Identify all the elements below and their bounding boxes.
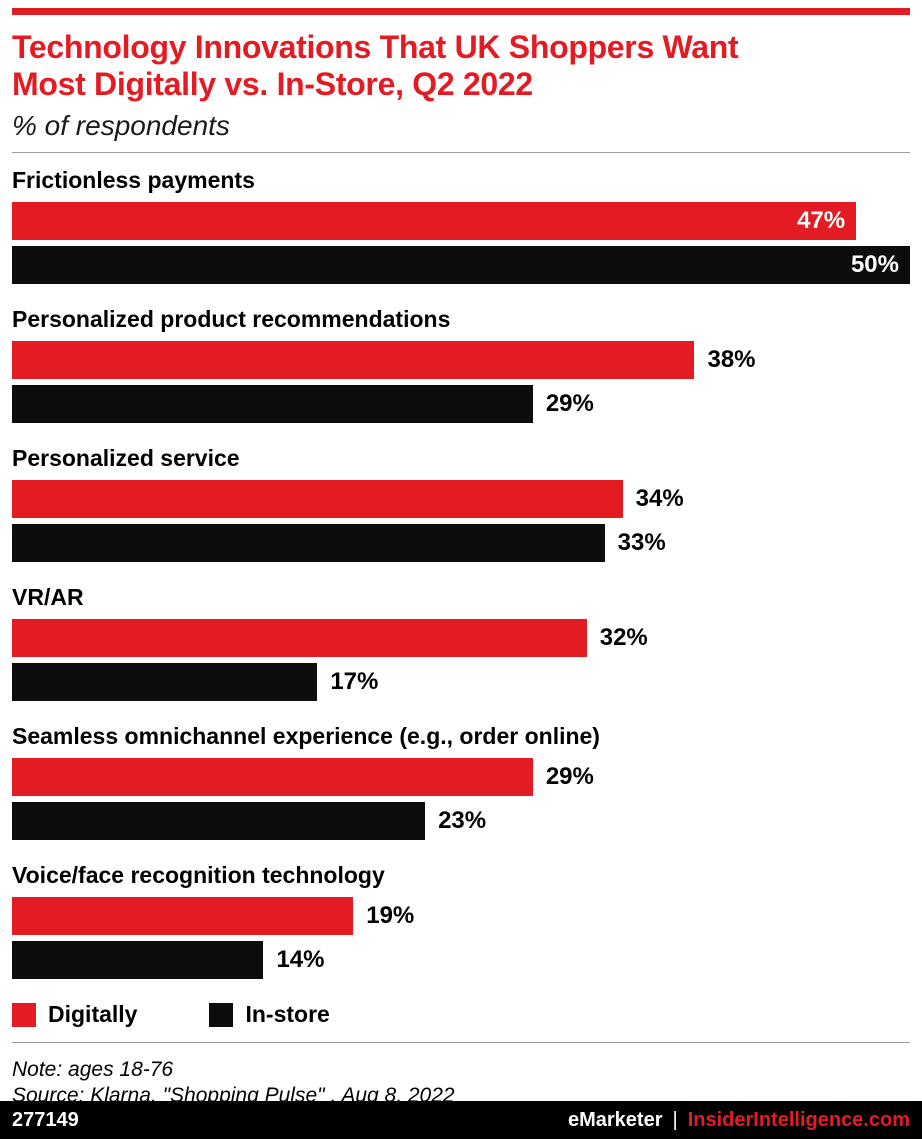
bar-instore: [12, 385, 533, 423]
chart-title: Technology Innovations That UK Shoppers …: [12, 29, 910, 103]
value-label: 47%: [797, 207, 846, 234]
footer-chart-id: 277149: [12, 1108, 79, 1131]
bar-digitally: [12, 341, 695, 379]
chart-group: Personalized product recommendations 38% 2…: [12, 306, 910, 423]
value-label: 23%: [438, 807, 487, 834]
category-label: Personalized service: [12, 445, 240, 471]
bar-instore: [12, 802, 426, 840]
chart-title-line-1: Technology Innovations That UK Shoppers …: [12, 29, 739, 65]
value-label: 32%: [599, 624, 648, 651]
footer-branding: eMarketer | InsiderIntelligence.com: [568, 1109, 910, 1132]
chart-page: Technology Innovations That UK Shoppers …: [12, 8, 910, 1107]
category-label: Frictionless payments: [12, 167, 255, 193]
bar-digitally: [12, 619, 587, 657]
bar-instore: [12, 524, 605, 562]
footer-brand: eMarketer: [567, 1108, 663, 1131]
bar-digitally: [12, 897, 354, 935]
legend-label: In-store: [245, 1001, 330, 1027]
bar-row: 14%: [12, 941, 910, 979]
value-label: 50%: [850, 251, 899, 278]
bar-row: 32%: [12, 619, 910, 657]
bar-row: 17%: [12, 663, 910, 701]
category-label: VR/AR: [12, 584, 84, 610]
bar-chart: Frictionless payments 47% 50% Personalized …: [12, 167, 910, 979]
footer-bar: 277149 eMarketer | InsiderIntelligence.c…: [0, 1101, 922, 1139]
bar-digitally: 47%: [12, 202, 857, 240]
chart-legend: Digitally In-store: [12, 1001, 910, 1028]
chart-group: Personalized service 34% 33%: [12, 445, 910, 562]
bar-instore: [12, 941, 264, 979]
value-label: 14%: [276, 946, 325, 973]
top-accent-bar: [12, 8, 910, 15]
bar-row: 34%: [12, 480, 910, 518]
chart-group: Frictionless payments 47% 50%: [12, 167, 910, 284]
value-label: 19%: [366, 902, 415, 929]
chart-subtitle: % of respondents: [12, 110, 230, 141]
footer-separator: |: [672, 1108, 678, 1131]
legend-swatch-digitally: [12, 1002, 36, 1027]
bar-instore: [12, 663, 318, 701]
bar-row: 38%: [12, 341, 910, 379]
bar-row: 23%: [12, 802, 910, 840]
bar-digitally: [12, 480, 623, 518]
value-label: 34%: [635, 485, 684, 512]
category-label: Personalized product recommendations: [12, 306, 451, 332]
bar-row: 33%: [12, 524, 910, 562]
notes-divider: [12, 1042, 910, 1043]
bar-instore: 50%: [12, 246, 910, 284]
category-label: Seamless omnichannel experience (e.g., o…: [12, 723, 600, 749]
value-label: 29%: [545, 763, 594, 790]
chart-group: Seamless omnichannel experience (e.g., o…: [12, 723, 910, 840]
legend-label: Digitally: [48, 1001, 138, 1027]
bar-row: 19%: [12, 897, 910, 935]
bar-row: 29%: [12, 385, 910, 423]
category-label: Voice/face recognition technology: [12, 862, 385, 888]
legend-item: In-store: [209, 1001, 330, 1028]
bar-row: 47%: [12, 202, 910, 240]
chart-group: Voice/face recognition technology 19% 14%: [12, 862, 910, 979]
value-label: 38%: [707, 346, 756, 373]
header-divider: [12, 152, 910, 153]
bar-row: 29%: [12, 758, 910, 796]
legend-swatch-instore: [209, 1002, 234, 1027]
footer-site-link[interactable]: InsiderIntelligence.com: [687, 1108, 910, 1131]
chart-group: VR/AR 32% 17%: [12, 584, 910, 701]
chart-note: Note: ages 18-76: [12, 1058, 174, 1081]
chart-title-line-2: Most Digitally vs. In-Store, Q2 2022: [12, 66, 533, 102]
value-label: 29%: [545, 390, 594, 417]
value-label: 33%: [617, 529, 666, 556]
bar-row: 50%: [12, 246, 910, 284]
bar-digitally: [12, 758, 533, 796]
legend-item: Digitally: [12, 1001, 137, 1028]
value-label: 17%: [330, 668, 379, 695]
